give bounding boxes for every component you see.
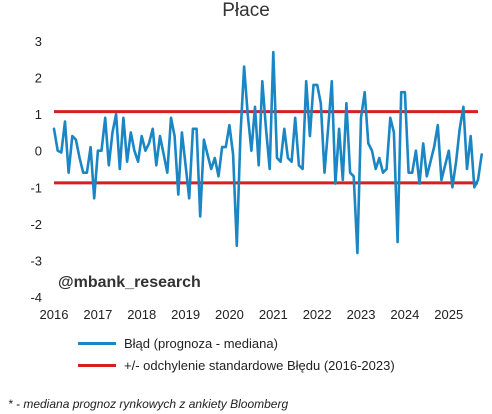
y-tick-label: -1	[30, 180, 42, 195]
y-tick-label: -4	[30, 290, 42, 305]
x-tick-label: 2023	[347, 307, 376, 322]
y-tick-label: 0	[35, 144, 42, 159]
x-tick-label: 2020	[215, 307, 244, 322]
axis-layer: -4 -3 -2 -1 0 1 2 3 2016 2017 2018 2019 2020 2021 2022…	[30, 34, 463, 322]
legend-label-std-dev: +/- odchylenie standardowe Błędu (2016-2…	[124, 357, 395, 373]
x-tick-label: 2025	[434, 307, 463, 322]
std-dev-bounds	[54, 110, 478, 185]
y-tick-label: 3	[35, 34, 42, 49]
chart-title: Płace	[222, 0, 270, 21]
chart-legend: Błąd (prognoza - mediana) +/- odchylenie…	[78, 332, 395, 376]
legend-item-error: Błąd (prognoza - mediana)	[78, 332, 395, 354]
x-tick-label: 2019	[171, 307, 200, 322]
x-tick-label: 2024	[390, 307, 419, 322]
y-tick-label: -3	[30, 253, 42, 268]
x-tick-label: 2018	[127, 307, 156, 322]
y-tick-label: 1	[35, 107, 42, 122]
x-tick-label: 2021	[259, 307, 288, 322]
watermark-text: @mbank_research	[58, 274, 201, 291]
legend-item-std-dev: +/- odchylenie standardowe Błędu (2016-2…	[78, 354, 395, 376]
legend-swatch-error	[78, 341, 116, 345]
error-series	[52, 50, 484, 255]
error-series-line	[52, 50, 484, 255]
y-tick-label: 2	[35, 71, 42, 86]
legend-label-error: Błąd (prognoza - mediana)	[124, 335, 278, 351]
legend-swatch-std-dev	[78, 363, 116, 367]
x-tick-label: 2022	[303, 307, 332, 322]
x-tick-label: 2017	[83, 307, 112, 322]
y-tick-label: -2	[30, 217, 42, 232]
footnote: * - mediana prognoz rynkowych z ankiety …	[8, 397, 289, 411]
x-tick-label: 2016	[40, 307, 69, 322]
